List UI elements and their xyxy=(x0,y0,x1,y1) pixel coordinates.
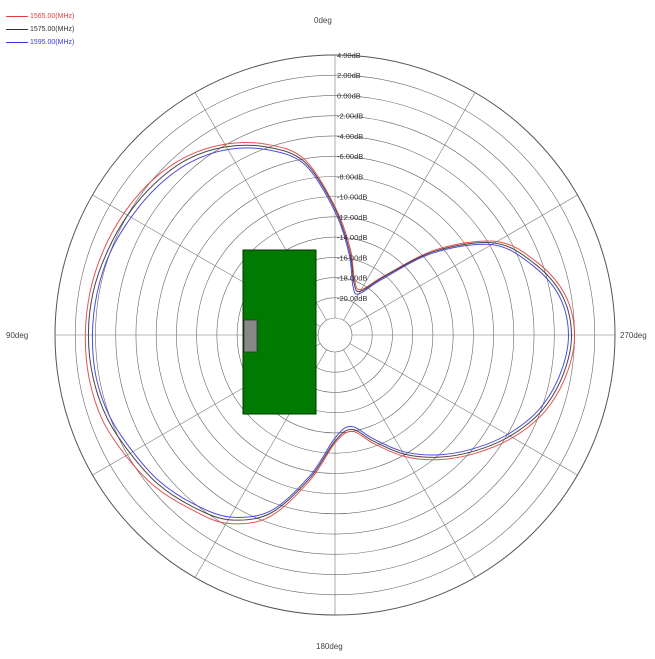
grid-spoke xyxy=(349,343,578,476)
grid-ring xyxy=(317,317,353,353)
angle-label-top: 0deg xyxy=(314,16,332,25)
grid-spoke xyxy=(343,349,476,578)
radial-tick-label: -14.00dB xyxy=(337,233,367,242)
radial-tick-label: 0.00dB xyxy=(337,91,361,100)
device-connector xyxy=(243,319,258,353)
grid-spoke xyxy=(343,92,476,321)
grid-spoke xyxy=(349,194,578,327)
radial-tick-label: -16.00dB xyxy=(337,253,367,262)
legend-swatch xyxy=(6,42,28,43)
angle-label-left: 90deg xyxy=(6,331,29,340)
legend-label: 1575.00(MHz) xyxy=(30,26,75,33)
radial-tick-label: -20.00dB xyxy=(337,294,367,303)
radial-tick-label: -2.00dB xyxy=(337,112,363,121)
radial-tick-label: 2.00dB xyxy=(337,71,361,80)
legend: 1565.00(MHz) 1575.00(MHz) 1595.00(MHz) xyxy=(6,10,74,49)
radial-tick-label: -18.00dB xyxy=(337,274,367,283)
legend-swatch xyxy=(6,16,28,17)
series-line xyxy=(84,141,576,525)
radial-tick-label: -10.00dB xyxy=(337,193,367,202)
angle-label-bottom: 180deg xyxy=(316,642,343,651)
legend-label: 1595.00(MHz) xyxy=(30,39,75,46)
series-line xyxy=(91,147,570,518)
radial-tick-label: -8.00dB xyxy=(337,172,363,181)
radial-tick-label: -12.00dB xyxy=(337,213,367,222)
radial-tick-label: 4.00dB xyxy=(337,51,361,60)
legend-entry: 1575.00(MHz) xyxy=(6,23,74,36)
legend-swatch xyxy=(6,29,28,30)
legend-entry: 1565.00(MHz) xyxy=(6,10,74,23)
legend-label: 1565.00(MHz) xyxy=(30,13,75,20)
series-line xyxy=(87,144,573,521)
legend-entry: 1595.00(MHz) xyxy=(6,36,74,49)
angle-label-right: 270deg xyxy=(620,331,647,340)
radial-tick-label: -4.00dB xyxy=(337,132,363,141)
radial-tick-label: -6.00dB xyxy=(337,152,363,161)
